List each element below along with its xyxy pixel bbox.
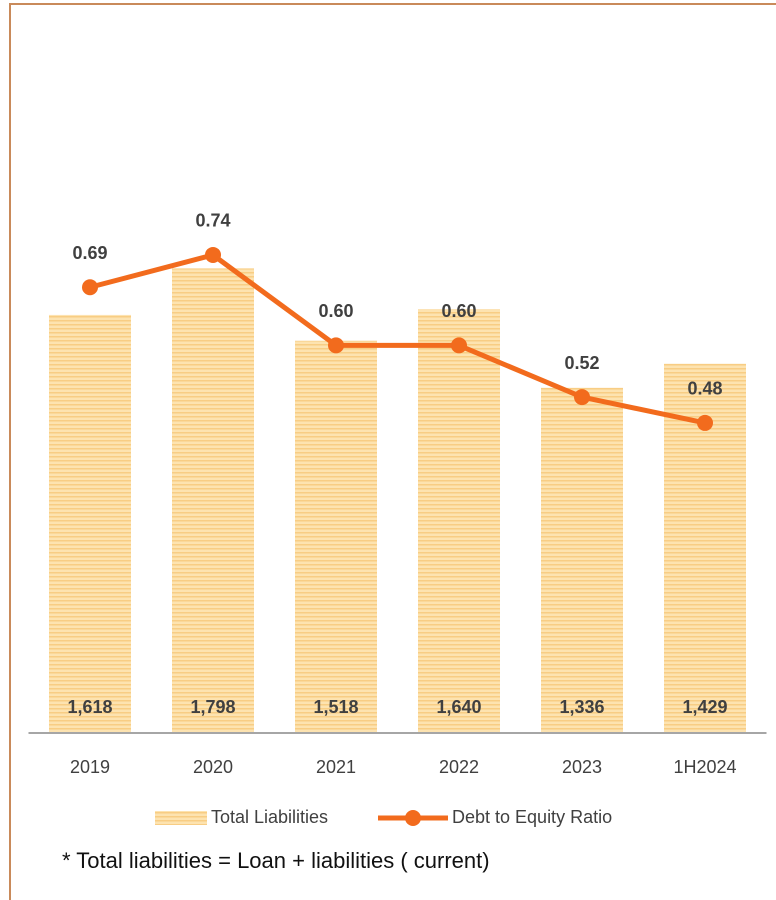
x-tick-label: 2023	[562, 757, 602, 777]
line-point	[574, 389, 590, 406]
bar-value-label: 1,640	[436, 697, 481, 717]
line-point	[328, 337, 344, 354]
x-tick-label: 2021	[316, 757, 356, 777]
bar	[172, 268, 254, 733]
line	[89, 252, 706, 426]
line-value-label: 0.69	[72, 243, 107, 263]
bar	[541, 387, 623, 733]
bar	[418, 309, 500, 733]
bar-value-label: 1,518	[313, 697, 358, 717]
bar	[49, 314, 131, 733]
x-tick-label: 2022	[439, 757, 479, 777]
x-tick-label: 2020	[193, 757, 233, 777]
line-value-label: 0.52	[564, 353, 599, 373]
footnote: * Total liabilities = Loan + liabilities…	[62, 848, 490, 873]
line-value-label: 0.48	[687, 379, 722, 399]
bar-value-label: 1,798	[190, 697, 235, 717]
line-point	[451, 337, 467, 354]
line-point	[82, 279, 98, 296]
bar-value-label: 1,336	[559, 697, 604, 717]
line-value-label: 0.74	[195, 211, 230, 231]
x-tick-label: 1H2024	[673, 757, 736, 777]
bar-value-label: 1,429	[682, 697, 727, 717]
legend-marker	[405, 810, 421, 826]
bar-value-label: 1,618	[67, 697, 112, 717]
legend-label: Total Liabilities	[211, 807, 328, 827]
frame	[9, 3, 776, 900]
legend-swatch	[155, 811, 207, 825]
line-value-label: 0.60	[441, 301, 476, 321]
line-point	[697, 414, 713, 431]
line-point	[205, 246, 221, 263]
legend-label: Debt to Equity Ratio	[452, 807, 612, 827]
line-value-label: 0.60	[318, 301, 353, 321]
x-tick-label: 2019	[70, 757, 110, 777]
bar	[295, 340, 377, 733]
